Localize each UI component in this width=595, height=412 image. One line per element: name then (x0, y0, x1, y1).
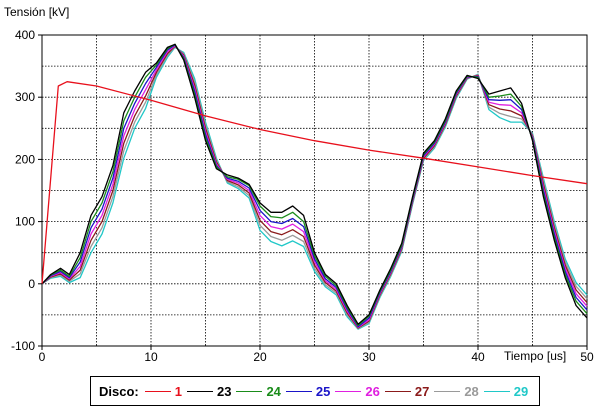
legend-item-1: 1 (144, 383, 182, 399)
legend-label: 29 (513, 383, 529, 399)
x-tick-label: 20 (253, 350, 267, 364)
legend-label: 24 (266, 383, 281, 399)
tick-labels: 0 10 20 30 40 50 -100 0 100 200 300 400 (11, 28, 594, 364)
series-line-26 (41, 44, 588, 328)
legend-swatch (483, 390, 510, 392)
legend-label: 25 (315, 383, 331, 399)
x-tick-label: 30 (362, 350, 376, 364)
x-tick-label: 0 (39, 350, 46, 364)
legend-swatch (144, 390, 171, 392)
x-tick-label: 40 (471, 350, 485, 364)
legend-item-26: 26 (335, 383, 380, 399)
legend-item-28: 28 (434, 383, 479, 399)
legend-swatch (186, 390, 213, 392)
legend-item-29: 29 (483, 383, 529, 399)
series-line-25 (41, 44, 588, 328)
legend-label: 28 (464, 383, 479, 399)
series-line-23 (41, 43, 588, 325)
y-tick-label: 0 (28, 277, 35, 291)
legend-swatch (434, 390, 461, 392)
legend-item-25: 25 (285, 383, 331, 399)
x-tick-label: 50 (580, 350, 594, 364)
y-tick-label: -100 (11, 339, 35, 353)
y-tick-label: 100 (15, 215, 35, 229)
series-line-29 (41, 46, 588, 330)
legend-items: 1 23 24 25 26 27 28 29 (144, 383, 534, 399)
legend-label: 23 (216, 383, 232, 399)
y-tick-label: 400 (15, 28, 35, 42)
legend-label: 27 (414, 383, 430, 399)
series-line-27 (41, 45, 588, 329)
series-line-24 (41, 43, 588, 327)
legend-item-24: 24 (236, 383, 281, 399)
series-layer (41, 43, 588, 330)
legend-swatch (285, 390, 312, 392)
x-axis-title: Tiempo [us] (504, 349, 566, 363)
x-tick-label: 10 (144, 350, 158, 364)
legend-swatch (335, 390, 362, 392)
legend-swatch (384, 390, 411, 392)
legend-title: Disco: (99, 383, 139, 399)
legend-label: 1 (174, 383, 182, 399)
y-axis-title: Tensión [kV] (4, 5, 69, 19)
legend-swatch (236, 390, 263, 392)
legend-item-27: 27 (384, 383, 430, 399)
y-tick-label: 200 (15, 152, 35, 166)
series-line-28 (41, 46, 588, 330)
y-tick-label: 300 (15, 90, 35, 104)
legend: Disco: 1 23 24 25 26 27 28 29 (90, 376, 540, 406)
legend-item-23: 23 (186, 383, 232, 399)
series-line-1 (41, 81, 588, 284)
legend-label: 26 (365, 383, 380, 399)
